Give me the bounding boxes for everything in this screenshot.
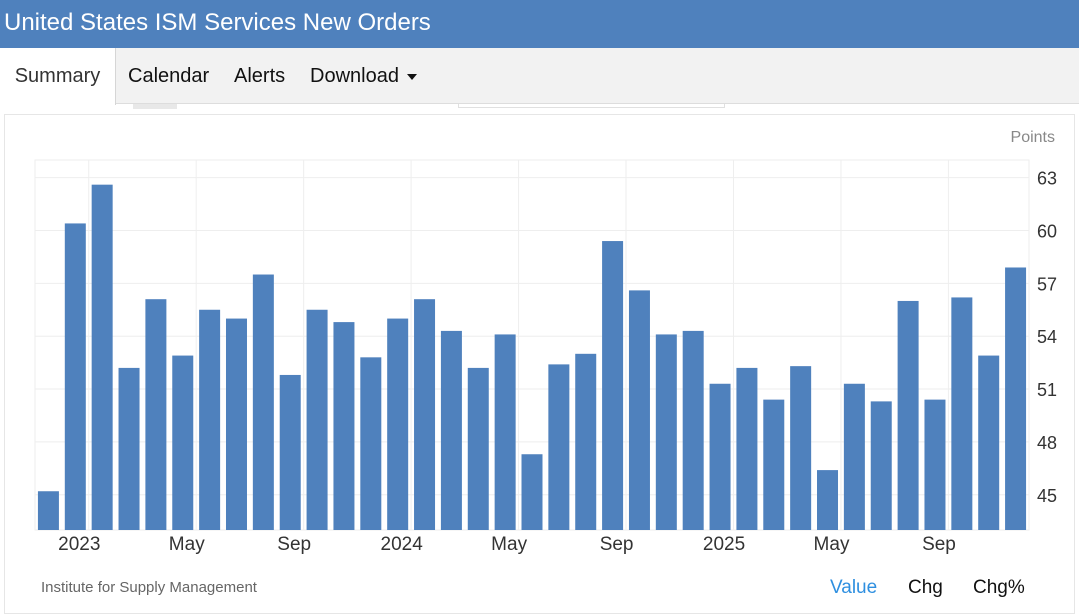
bar — [790, 366, 812, 530]
chg-percent-tab[interactable]: Chg% — [973, 577, 1025, 598]
caret-down-icon — [406, 73, 417, 80]
bar — [951, 297, 973, 530]
bar — [64, 223, 86, 530]
tab-download[interactable]: Download — [310, 48, 417, 104]
bar — [521, 454, 543, 530]
tab-alerts[interactable]: Alerts — [234, 65, 286, 87]
chg-tab[interactable]: Chg — [908, 577, 943, 598]
chart-panel: 45 48 51 54 57 60 63 2023 May Sep 2024 May Sep 2025 Ma… — [4, 114, 1075, 614]
source-label: Institute for Supply Management — [41, 579, 257, 596]
bar — [91, 184, 113, 531]
y-tick-label: 51 — [1037, 380, 1057, 400]
x-tick-label: May — [169, 534, 205, 555]
bar — [655, 334, 677, 530]
unit-label: Points — [1011, 129, 1055, 146]
bar — [440, 330, 462, 530]
bar — [145, 299, 167, 530]
bar — [333, 322, 355, 530]
bar — [37, 491, 59, 530]
bar — [817, 470, 839, 530]
tab-download-label: Download — [310, 65, 399, 87]
bar — [870, 401, 892, 530]
y-tick-label: 60 — [1037, 221, 1057, 241]
y-tick-label: 45 — [1037, 486, 1057, 506]
bar — [118, 367, 140, 530]
y-tick-label: 54 — [1037, 327, 1057, 347]
y-tick-label: 48 — [1037, 433, 1057, 453]
bar — [763, 399, 785, 530]
x-tick-label: Sep — [277, 534, 311, 555]
x-tick-label: 2023 — [58, 534, 100, 555]
bar — [387, 318, 409, 530]
bar — [414, 299, 436, 530]
tab-calendar[interactable]: Calendar — [128, 65, 210, 87]
bar — [467, 367, 489, 530]
bar — [978, 355, 1000, 530]
bar — [548, 364, 570, 530]
bar — [306, 309, 328, 530]
y-tick-label: 57 — [1037, 274, 1057, 294]
bar — [494, 334, 516, 530]
bar — [199, 309, 221, 530]
bar — [360, 357, 382, 530]
bar — [709, 383, 731, 530]
bar — [628, 290, 650, 530]
page-title: United States ISM Services New Orders — [4, 9, 431, 36]
x-tick-label: May — [491, 534, 527, 555]
bar — [897, 300, 919, 530]
bar — [924, 399, 946, 530]
x-tick-label: May — [814, 534, 850, 555]
bar — [602, 241, 624, 531]
bar — [172, 355, 194, 530]
bar — [682, 330, 704, 530]
value-tab[interactable]: Value — [830, 577, 878, 598]
x-tick-label: 2025 — [703, 534, 745, 555]
partial-control — [133, 104, 177, 109]
bar — [843, 383, 865, 530]
bar — [736, 367, 758, 530]
x-tick-label: 2024 — [381, 534, 424, 555]
bar — [252, 274, 274, 530]
x-tick-label: Sep — [922, 534, 956, 555]
tab-bar: Summary Calendar Alerts Download — [0, 48, 1079, 105]
bar — [575, 353, 597, 530]
bar-chart: 45 48 51 54 57 60 63 2023 May Sep 2024 May Sep 2025 Ma… — [34, 129, 1057, 555]
tab-summary[interactable]: Summary — [0, 48, 116, 105]
x-tick-label: Sep — [600, 534, 634, 555]
bar — [225, 318, 247, 530]
bar — [279, 374, 301, 530]
partial-field — [458, 104, 725, 108]
bar — [1005, 267, 1027, 530]
y-tick-label: 63 — [1037, 169, 1057, 189]
title-bar: United States ISM Services New Orders — [0, 0, 1079, 48]
